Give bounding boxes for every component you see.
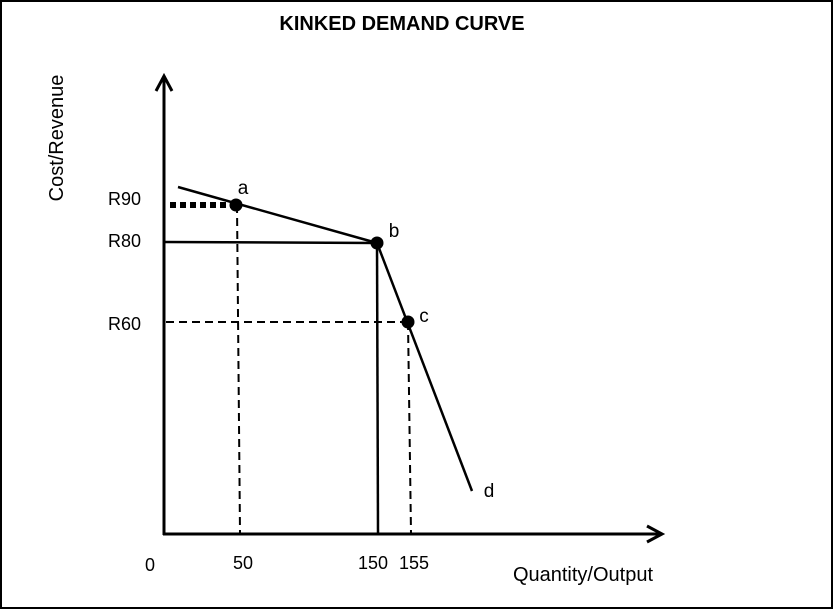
point-b-marker <box>370 236 384 250</box>
q150-guide-line <box>375 242 380 534</box>
point-b-label: b <box>389 221 400 242</box>
demand-curve-upper <box>177 185 378 245</box>
point-c-marker <box>401 315 415 329</box>
point-c-label: c <box>419 306 429 327</box>
curve-end-label-d: d <box>484 481 495 502</box>
q155-dashed-guide <box>407 321 412 534</box>
q50-dashed-guide <box>236 204 241 534</box>
point-a-marker <box>229 198 243 212</box>
x-tick-label: 150 <box>358 553 388 573</box>
x-origin-label: 0 <box>145 555 155 575</box>
y-tick-label: R90 <box>108 189 141 209</box>
x-axis-label: Quantity/Output <box>513 564 654 586</box>
point-a-label: a <box>238 178 249 199</box>
x-tick-label: 50 <box>233 553 253 573</box>
r80-guide-line <box>163 240 378 245</box>
y-tick-label: R60 <box>108 314 141 334</box>
chart-title: KINKED DEMAND CURVE <box>279 13 524 35</box>
y-axis-arrowhead <box>154 72 174 92</box>
demand-curve-lower <box>375 242 474 492</box>
y-tick-label: R80 <box>108 231 141 251</box>
y-axis-label: Cost/Revenue <box>46 75 68 202</box>
x-axis-arrowhead <box>646 524 666 544</box>
x-tick-label: 155 <box>399 553 429 573</box>
